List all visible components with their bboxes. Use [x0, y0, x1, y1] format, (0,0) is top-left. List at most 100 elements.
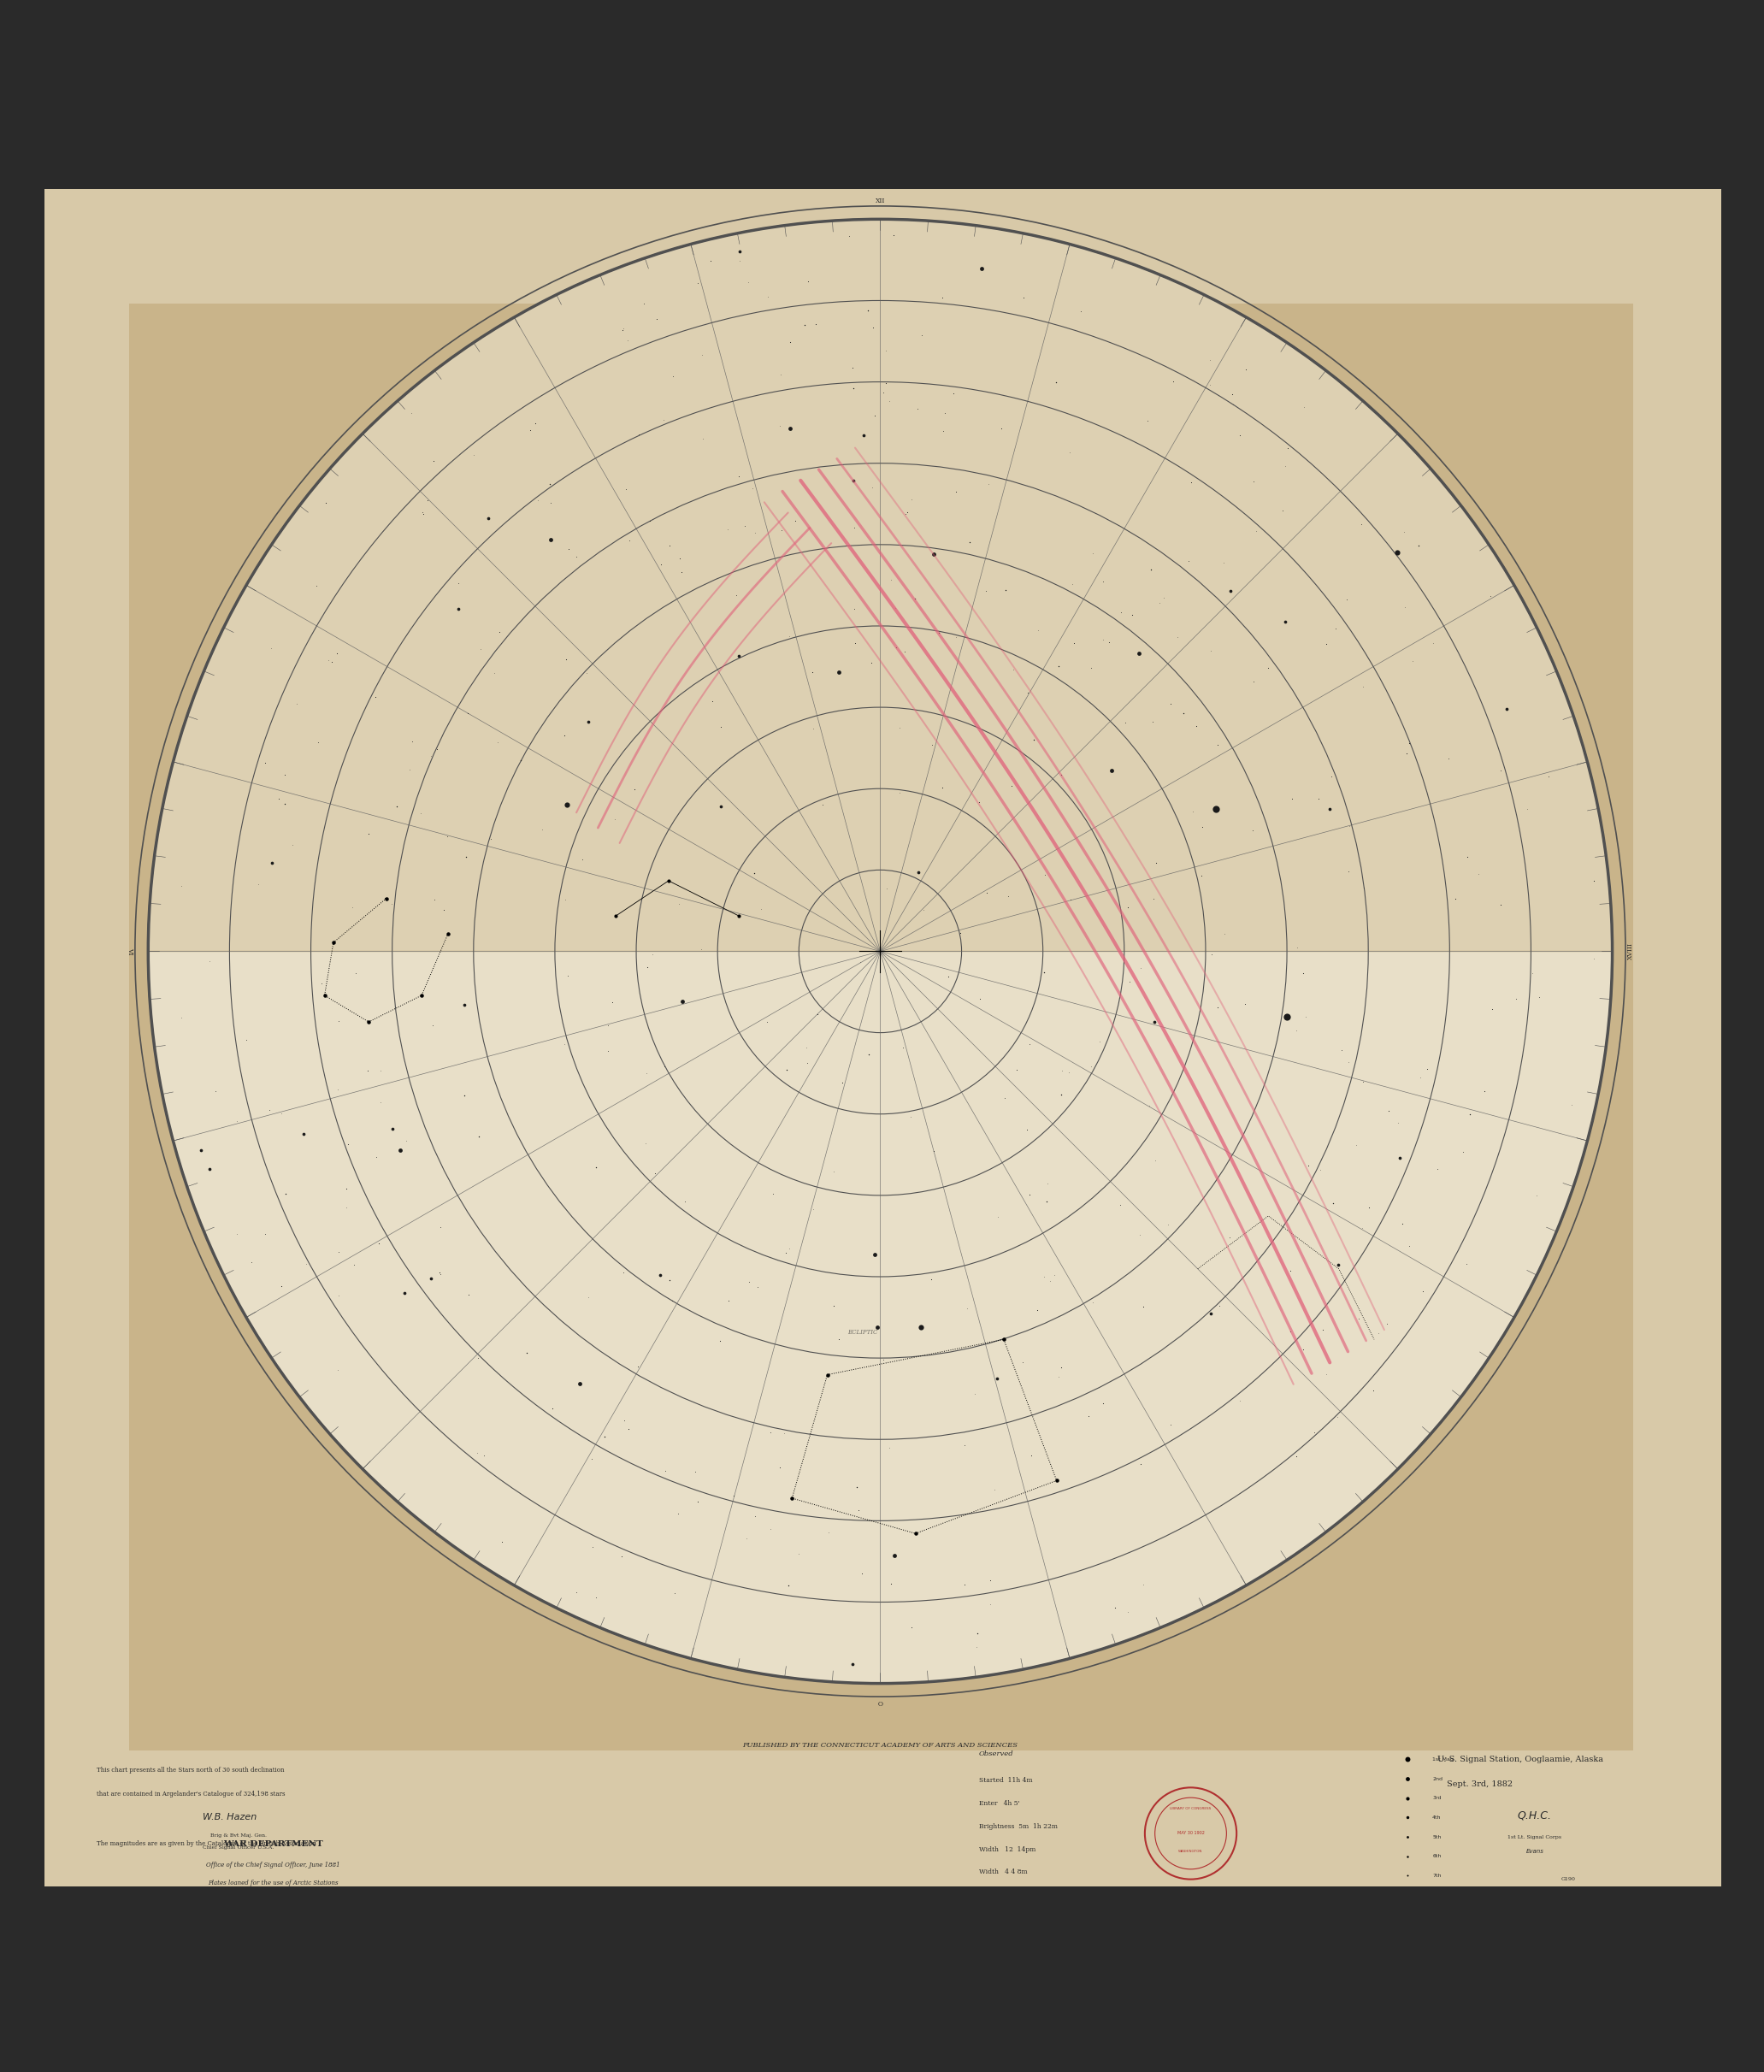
Point	[1349, 1065, 1378, 1098]
Point	[683, 267, 711, 300]
Point	[983, 1361, 1011, 1394]
Point	[838, 350, 866, 383]
Point	[1316, 792, 1344, 825]
Point	[898, 1610, 926, 1643]
Point	[390, 1276, 418, 1310]
Point	[1452, 1247, 1480, 1280]
Point	[423, 733, 452, 767]
Point	[815, 1517, 843, 1550]
Point	[900, 582, 928, 615]
Point	[697, 244, 725, 278]
Point	[455, 1278, 483, 1312]
Point	[757, 1415, 785, 1448]
Point	[845, 1494, 873, 1527]
Point	[609, 311, 637, 344]
Point	[563, 541, 591, 574]
Point	[935, 959, 963, 992]
Point	[362, 680, 390, 713]
Point	[1155, 688, 1184, 721]
Point	[908, 319, 937, 352]
Point	[662, 1577, 690, 1610]
Text: 6th: 6th	[1432, 1854, 1441, 1859]
Text: Sept. 3rd, 1882: Sept. 3rd, 1882	[1446, 1780, 1512, 1788]
Point	[459, 437, 487, 470]
Point	[243, 868, 272, 901]
Point	[1349, 669, 1378, 702]
Point	[799, 713, 827, 746]
Point	[654, 1264, 683, 1297]
Point	[231, 1024, 259, 1057]
Point	[1305, 783, 1334, 816]
Point	[1044, 651, 1073, 684]
Point	[1129, 1289, 1157, 1322]
Point	[953, 1291, 981, 1324]
Point	[377, 1113, 406, 1146]
Point	[663, 1496, 691, 1529]
Point	[859, 311, 887, 344]
Point	[1279, 781, 1307, 814]
Point	[434, 918, 462, 951]
Point	[1175, 545, 1203, 578]
Point	[891, 634, 919, 667]
Point	[928, 771, 956, 804]
Point	[1034, 1167, 1062, 1200]
Point	[841, 626, 870, 659]
Point	[1448, 1135, 1476, 1169]
Circle shape	[148, 220, 1612, 1682]
Point	[924, 615, 953, 649]
Point	[1275, 1254, 1304, 1287]
Point	[609, 313, 637, 346]
Point	[1078, 1285, 1106, 1318]
Point	[1106, 1187, 1134, 1220]
Point	[196, 1152, 224, 1185]
Point	[1394, 1743, 1422, 1776]
Point	[725, 460, 753, 493]
Point	[563, 1577, 591, 1610]
Point	[413, 485, 441, 518]
Point	[1476, 580, 1505, 613]
Point	[1016, 1028, 1044, 1061]
Point	[975, 468, 1004, 501]
Point	[445, 566, 473, 599]
Point	[1048, 1351, 1076, 1384]
Point	[877, 564, 905, 597]
Point	[1231, 988, 1259, 1021]
Point	[1205, 1289, 1233, 1322]
Point	[377, 887, 406, 920]
Point	[1203, 990, 1231, 1024]
Point	[946, 916, 974, 949]
Point	[1217, 377, 1245, 410]
Point	[568, 843, 596, 876]
Point	[766, 1450, 794, 1484]
Point	[984, 1200, 1013, 1233]
Point	[699, 686, 727, 719]
Point	[840, 464, 868, 497]
Point	[453, 696, 482, 729]
Point	[1349, 870, 1378, 903]
Point	[834, 220, 863, 253]
Point	[972, 574, 1000, 607]
Point	[1140, 1005, 1168, 1038]
Point	[1088, 1386, 1117, 1419]
Point	[706, 1324, 734, 1357]
Point	[1390, 516, 1418, 549]
Point	[871, 334, 900, 367]
Point	[1020, 723, 1048, 756]
Point	[624, 419, 653, 452]
Point	[861, 1239, 889, 1272]
Point	[1394, 1761, 1422, 1794]
Point	[882, 591, 910, 624]
Point	[399, 725, 427, 758]
Point	[1332, 582, 1360, 615]
Point	[707, 789, 736, 823]
Point	[430, 893, 459, 926]
Point	[1196, 369, 1224, 402]
Text: VI: VI	[127, 947, 134, 955]
Point	[785, 1537, 813, 1571]
Point	[741, 516, 769, 549]
Text: 4th: 4th	[1432, 1815, 1441, 1819]
Text: XII: XII	[875, 197, 886, 205]
Point	[1581, 943, 1609, 976]
Point	[1242, 514, 1270, 547]
Point	[464, 1343, 492, 1376]
